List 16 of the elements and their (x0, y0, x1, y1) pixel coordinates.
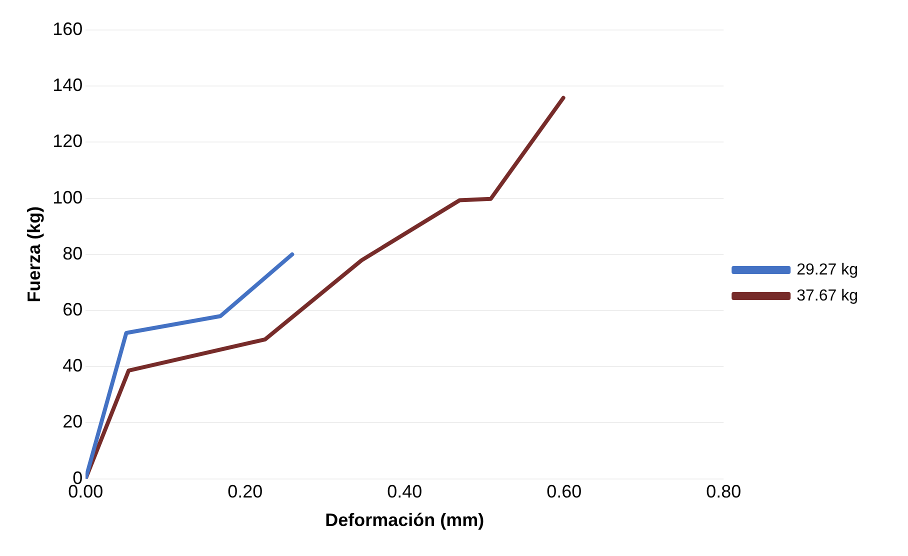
y-tick-label: 160 (52, 18, 83, 39)
y-tick-label: 40 (62, 356, 83, 376)
y-tick-label: 120 (52, 131, 83, 152)
x-tick-label: 0.80 (706, 482, 742, 502)
legend-label: 37.67 kg (796, 287, 858, 304)
y-axis-title: Fuerza (kg) (24, 206, 44, 302)
y-tick-label: 140 (52, 75, 83, 96)
y-tick-label: 80 (62, 243, 83, 264)
x-tick-label: 0.60 (546, 482, 582, 502)
x-tick-label: 0.40 (387, 482, 422, 502)
y-tick-label: 100 (52, 187, 83, 208)
y-tick-label: 20 (62, 412, 83, 432)
legend-label: 29.27 kg (796, 261, 858, 278)
x-tick-label: 0.20 (228, 482, 263, 502)
x-axis-title: Deformación (mm) (325, 510, 484, 530)
y-tick-label: 60 (62, 299, 83, 320)
